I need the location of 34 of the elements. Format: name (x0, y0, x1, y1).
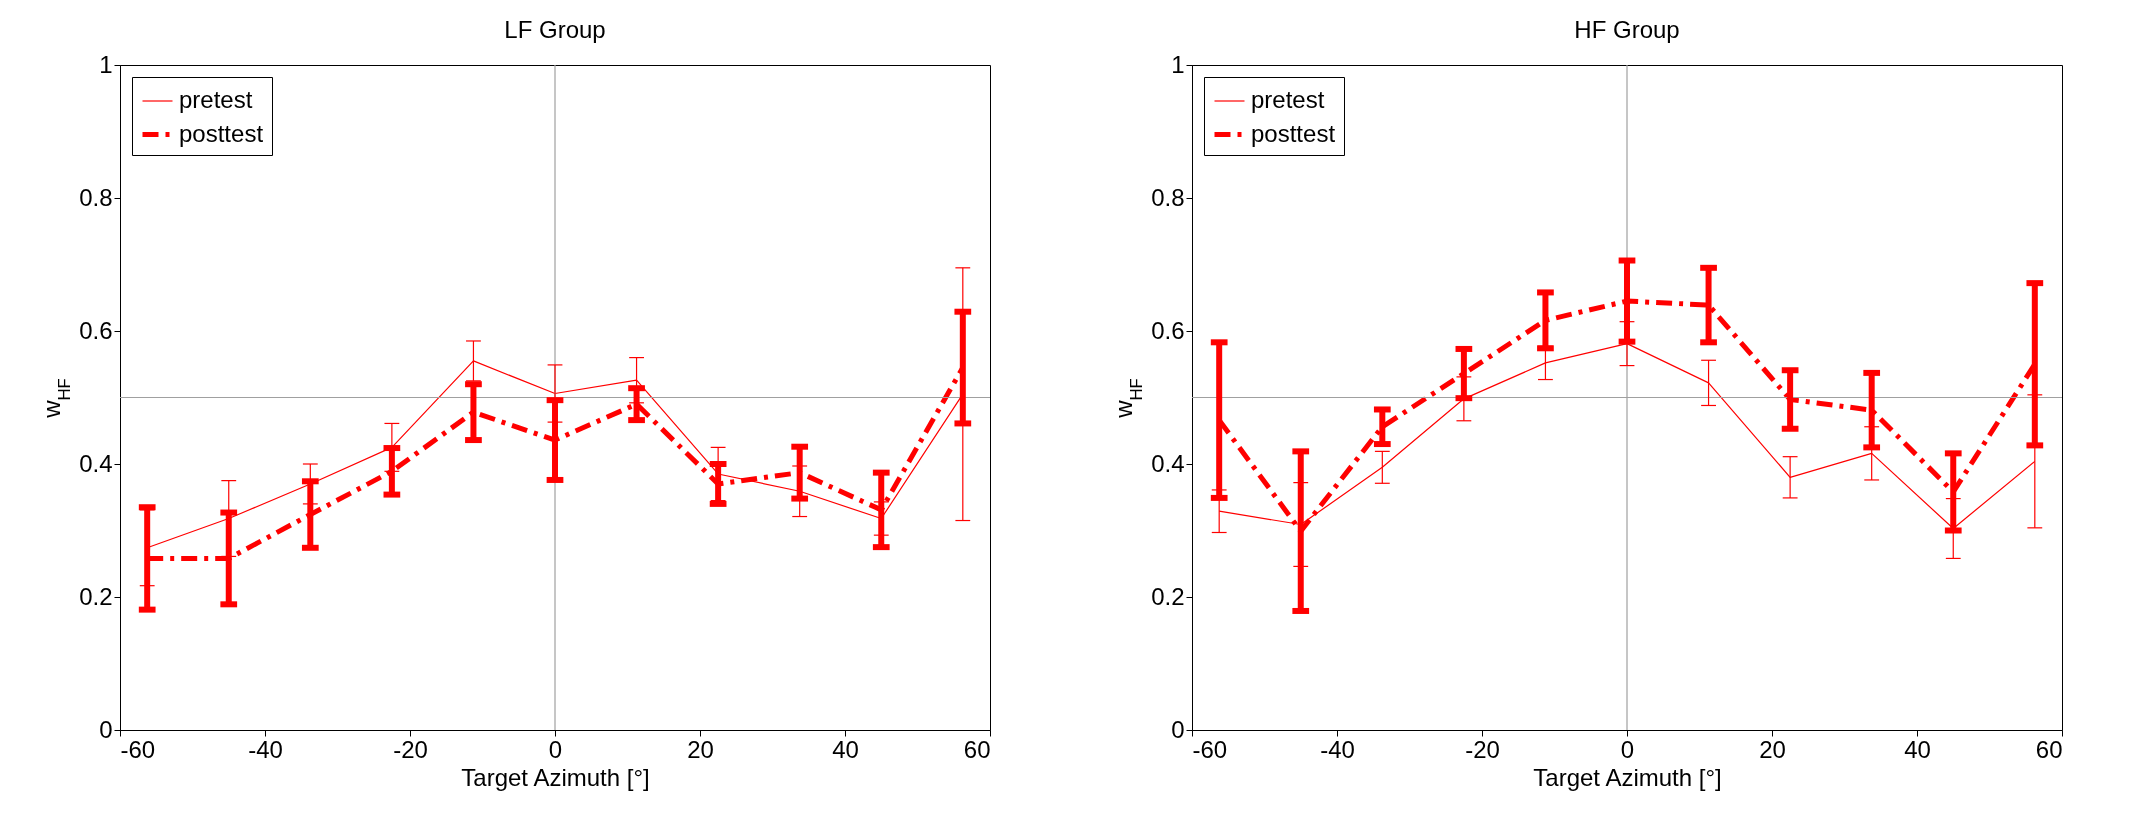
legend-label: posttest (179, 119, 264, 147)
legend-label: posttest (1251, 119, 1336, 147)
y-tick-label: 0.2 (79, 582, 113, 610)
y-tick-label: 0.8 (79, 183, 113, 211)
x-tick-label: -60 (120, 735, 156, 763)
chart-title: LF Group (504, 16, 606, 43)
x-tick-label: -60 (1192, 735, 1228, 763)
y-tick-label: 1 (1171, 50, 1185, 78)
y-tick-label: 0.4 (79, 449, 113, 477)
y-tick-label: 0.2 (1151, 582, 1185, 610)
y-tick-label: 0 (1171, 715, 1185, 743)
y-tick-label: 0.4 (1151, 449, 1185, 477)
y-tick-label: 0.8 (1151, 183, 1185, 211)
x-tick-label: 0 (1620, 735, 1635, 763)
x-tick-label: 0 (548, 735, 563, 763)
x-tick-label: -20 (1465, 735, 1500, 763)
legend-label: pretest (179, 86, 253, 113)
x-tick-label: 20 (1759, 735, 1786, 763)
x-tick-label: 60 (963, 735, 991, 763)
x-axis-title: Target Azimuth [°] (1533, 763, 1722, 791)
x-tick-label: -20 (393, 735, 428, 763)
x-tick-label: -40 (1320, 735, 1355, 763)
chart-title: HF Group (1574, 16, 1680, 43)
x-tick-label: 40 (1904, 735, 1931, 763)
x-tick-label: 60 (2035, 735, 2063, 763)
y-tick-label: 0.6 (1151, 316, 1185, 344)
x-axis-title: Target Azimuth [°] (461, 763, 650, 791)
legend-label: pretest (1251, 86, 1325, 113)
x-tick-label: 40 (832, 735, 859, 763)
y-tick-label: 0 (99, 715, 113, 743)
y-tick-label: 0.6 (79, 316, 113, 344)
x-tick-label: 20 (687, 735, 714, 763)
x-tick-label: -40 (248, 735, 283, 763)
y-tick-label: 1 (99, 50, 113, 78)
